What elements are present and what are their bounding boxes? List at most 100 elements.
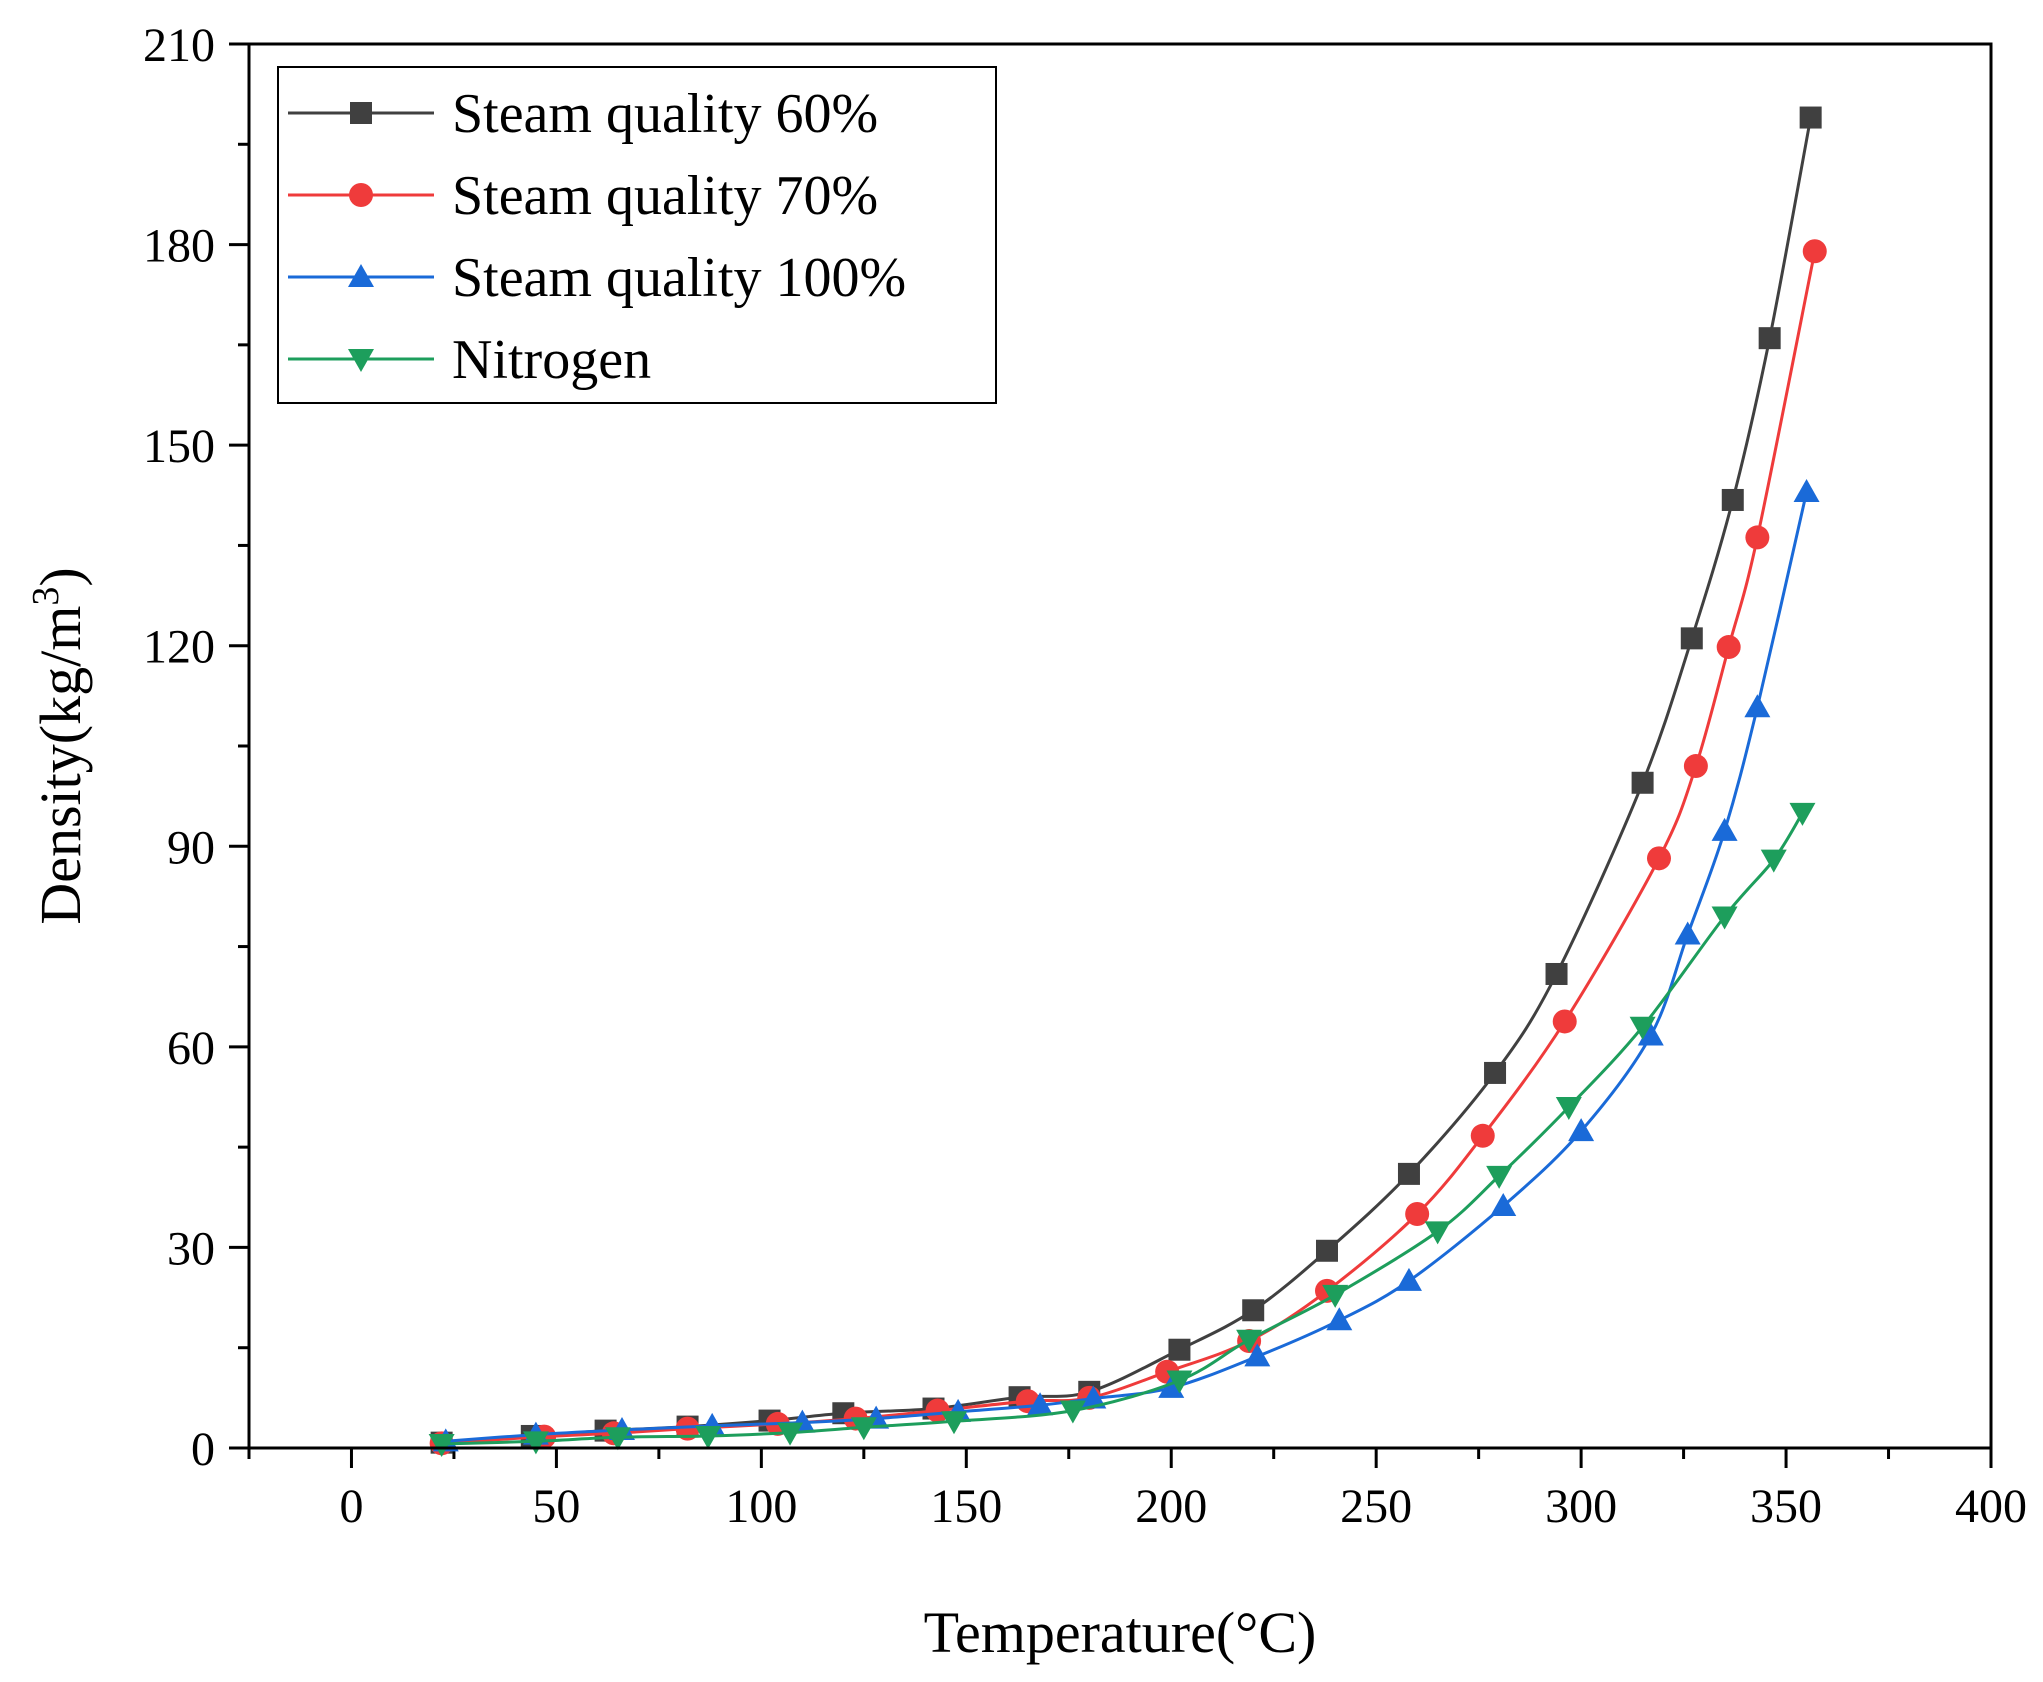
- legend-label: Nitrogen: [452, 329, 651, 391]
- y-axis-title-close: ): [28, 567, 93, 586]
- series-2: [429, 239, 1827, 1456]
- data-point: [1674, 921, 1701, 945]
- x-tick-label: 250: [1340, 1480, 1412, 1533]
- legend-entry: Steam quality 70%: [288, 165, 878, 227]
- y-tick-label: 0: [191, 1423, 215, 1476]
- data-point: [695, 1425, 722, 1449]
- x-tick-label: 50: [532, 1480, 580, 1533]
- y-tick-label: 30: [167, 1222, 215, 1275]
- data-point: [1716, 635, 1741, 660]
- x-tick-label: 0: [339, 1480, 363, 1533]
- y-tick-label: 150: [143, 420, 215, 473]
- legend-entry: Steam quality 100%: [288, 247, 906, 309]
- data-point: [1242, 1299, 1265, 1322]
- series-4: [428, 802, 1816, 1457]
- data-point: [1059, 1400, 1086, 1424]
- x-tick-label: 200: [1135, 1480, 1207, 1533]
- series-3: [432, 478, 1820, 1452]
- data-point: [1552, 1009, 1577, 1034]
- legend-marker: [349, 183, 373, 207]
- ticks-layer: 0 50 100 150 200 250 300 350 400 0 30 60 90 120 150 180…: [143, 19, 2027, 1533]
- data-point: [1158, 1374, 1185, 1398]
- legend-entry: Steam quality 60%: [288, 83, 878, 145]
- data-point: [1080, 1385, 1107, 1409]
- legend-marker: [350, 102, 372, 124]
- data-point: [1166, 1370, 1193, 1394]
- x-axis-title: Temperature(°C): [924, 1600, 1317, 1665]
- data-point: [850, 1417, 877, 1441]
- data-point: [1555, 1097, 1582, 1121]
- data-point: [1744, 694, 1771, 718]
- data-point: [1484, 1061, 1507, 1084]
- series-line: [441, 117, 1813, 1445]
- legend: Steam quality 60% Steam quality 70% Steam …: [277, 66, 997, 404]
- y-tick-label: 210: [143, 19, 215, 72]
- data-point: [1721, 488, 1744, 511]
- data-point: [1760, 849, 1787, 873]
- y-tick-label: 180: [143, 220, 215, 273]
- legend-box: [277, 66, 997, 404]
- data-point: [1789, 802, 1816, 826]
- data-point: [1326, 1307, 1353, 1331]
- series-line: [445, 491, 1809, 1443]
- data-point: [1027, 1392, 1054, 1416]
- data-point: [1711, 817, 1738, 841]
- data-point: [1470, 1123, 1495, 1148]
- data-point: [1168, 1338, 1191, 1361]
- legend-label: Steam quality 70%: [452, 165, 878, 227]
- legend-marker: [348, 349, 374, 372]
- data-point: [777, 1422, 804, 1446]
- legend-entry: Nitrogen: [288, 329, 651, 391]
- data-point: [1322, 1284, 1349, 1308]
- data-point: [925, 1398, 950, 1423]
- data-point: [1631, 771, 1654, 794]
- data-point: [1236, 1329, 1263, 1353]
- data-point: [1683, 754, 1708, 779]
- y-axis-title-group: Density(kg/m3): [25, 567, 93, 924]
- x-tick-label: 100: [725, 1480, 797, 1533]
- legend-label: Steam quality 60%: [452, 83, 878, 145]
- y-tick-label: 90: [167, 821, 215, 874]
- data-point: [522, 1431, 549, 1455]
- y-tick-label: 120: [143, 621, 215, 674]
- data-point: [1395, 1267, 1422, 1291]
- data-point: [1711, 906, 1738, 930]
- data-point: [1646, 846, 1671, 871]
- data-point: [675, 1416, 700, 1441]
- data-point: [1802, 239, 1827, 264]
- data-point: [940, 1411, 967, 1435]
- data-point: [1490, 1192, 1517, 1216]
- data-point: [1568, 1118, 1595, 1142]
- data-point: [428, 1433, 455, 1457]
- data-point: [1244, 1343, 1271, 1367]
- data-point: [1424, 1221, 1451, 1245]
- x-tick-label: 350: [1750, 1480, 1822, 1533]
- legend-marker: [348, 264, 374, 287]
- y-axis-title: Density(kg/m3): [25, 567, 93, 924]
- data-point: [1799, 106, 1822, 129]
- x-tick-label: 150: [930, 1480, 1002, 1533]
- data-point: [1545, 962, 1568, 985]
- data-point: [604, 1427, 631, 1451]
- data-point: [1629, 1016, 1656, 1040]
- data-point: [1637, 1022, 1664, 1046]
- series-layer: [428, 106, 1827, 1457]
- y-axis-title-superscript: 3: [25, 587, 67, 606]
- x-tick-label: 300: [1545, 1480, 1617, 1533]
- x-tick-label: 400: [1955, 1480, 2027, 1533]
- legend-entries: Steam quality 60% Steam quality 70% Steam …: [288, 83, 906, 391]
- y-axis-title-main: Density(kg/m: [28, 606, 93, 925]
- data-point: [1745, 525, 1770, 550]
- data-point: [1405, 1202, 1430, 1226]
- data-point: [1758, 327, 1781, 350]
- series-line: [441, 251, 1817, 1445]
- data-point: [1315, 1239, 1338, 1262]
- data-point: [1397, 1162, 1420, 1185]
- series-line: [441, 812, 1804, 1446]
- legend-label: Steam quality 100%: [452, 247, 906, 309]
- data-point: [1793, 478, 1820, 502]
- data-point: [1486, 1165, 1513, 1189]
- plot-frame: [247, 42, 1993, 1450]
- y-tick-label: 60: [167, 1022, 215, 1075]
